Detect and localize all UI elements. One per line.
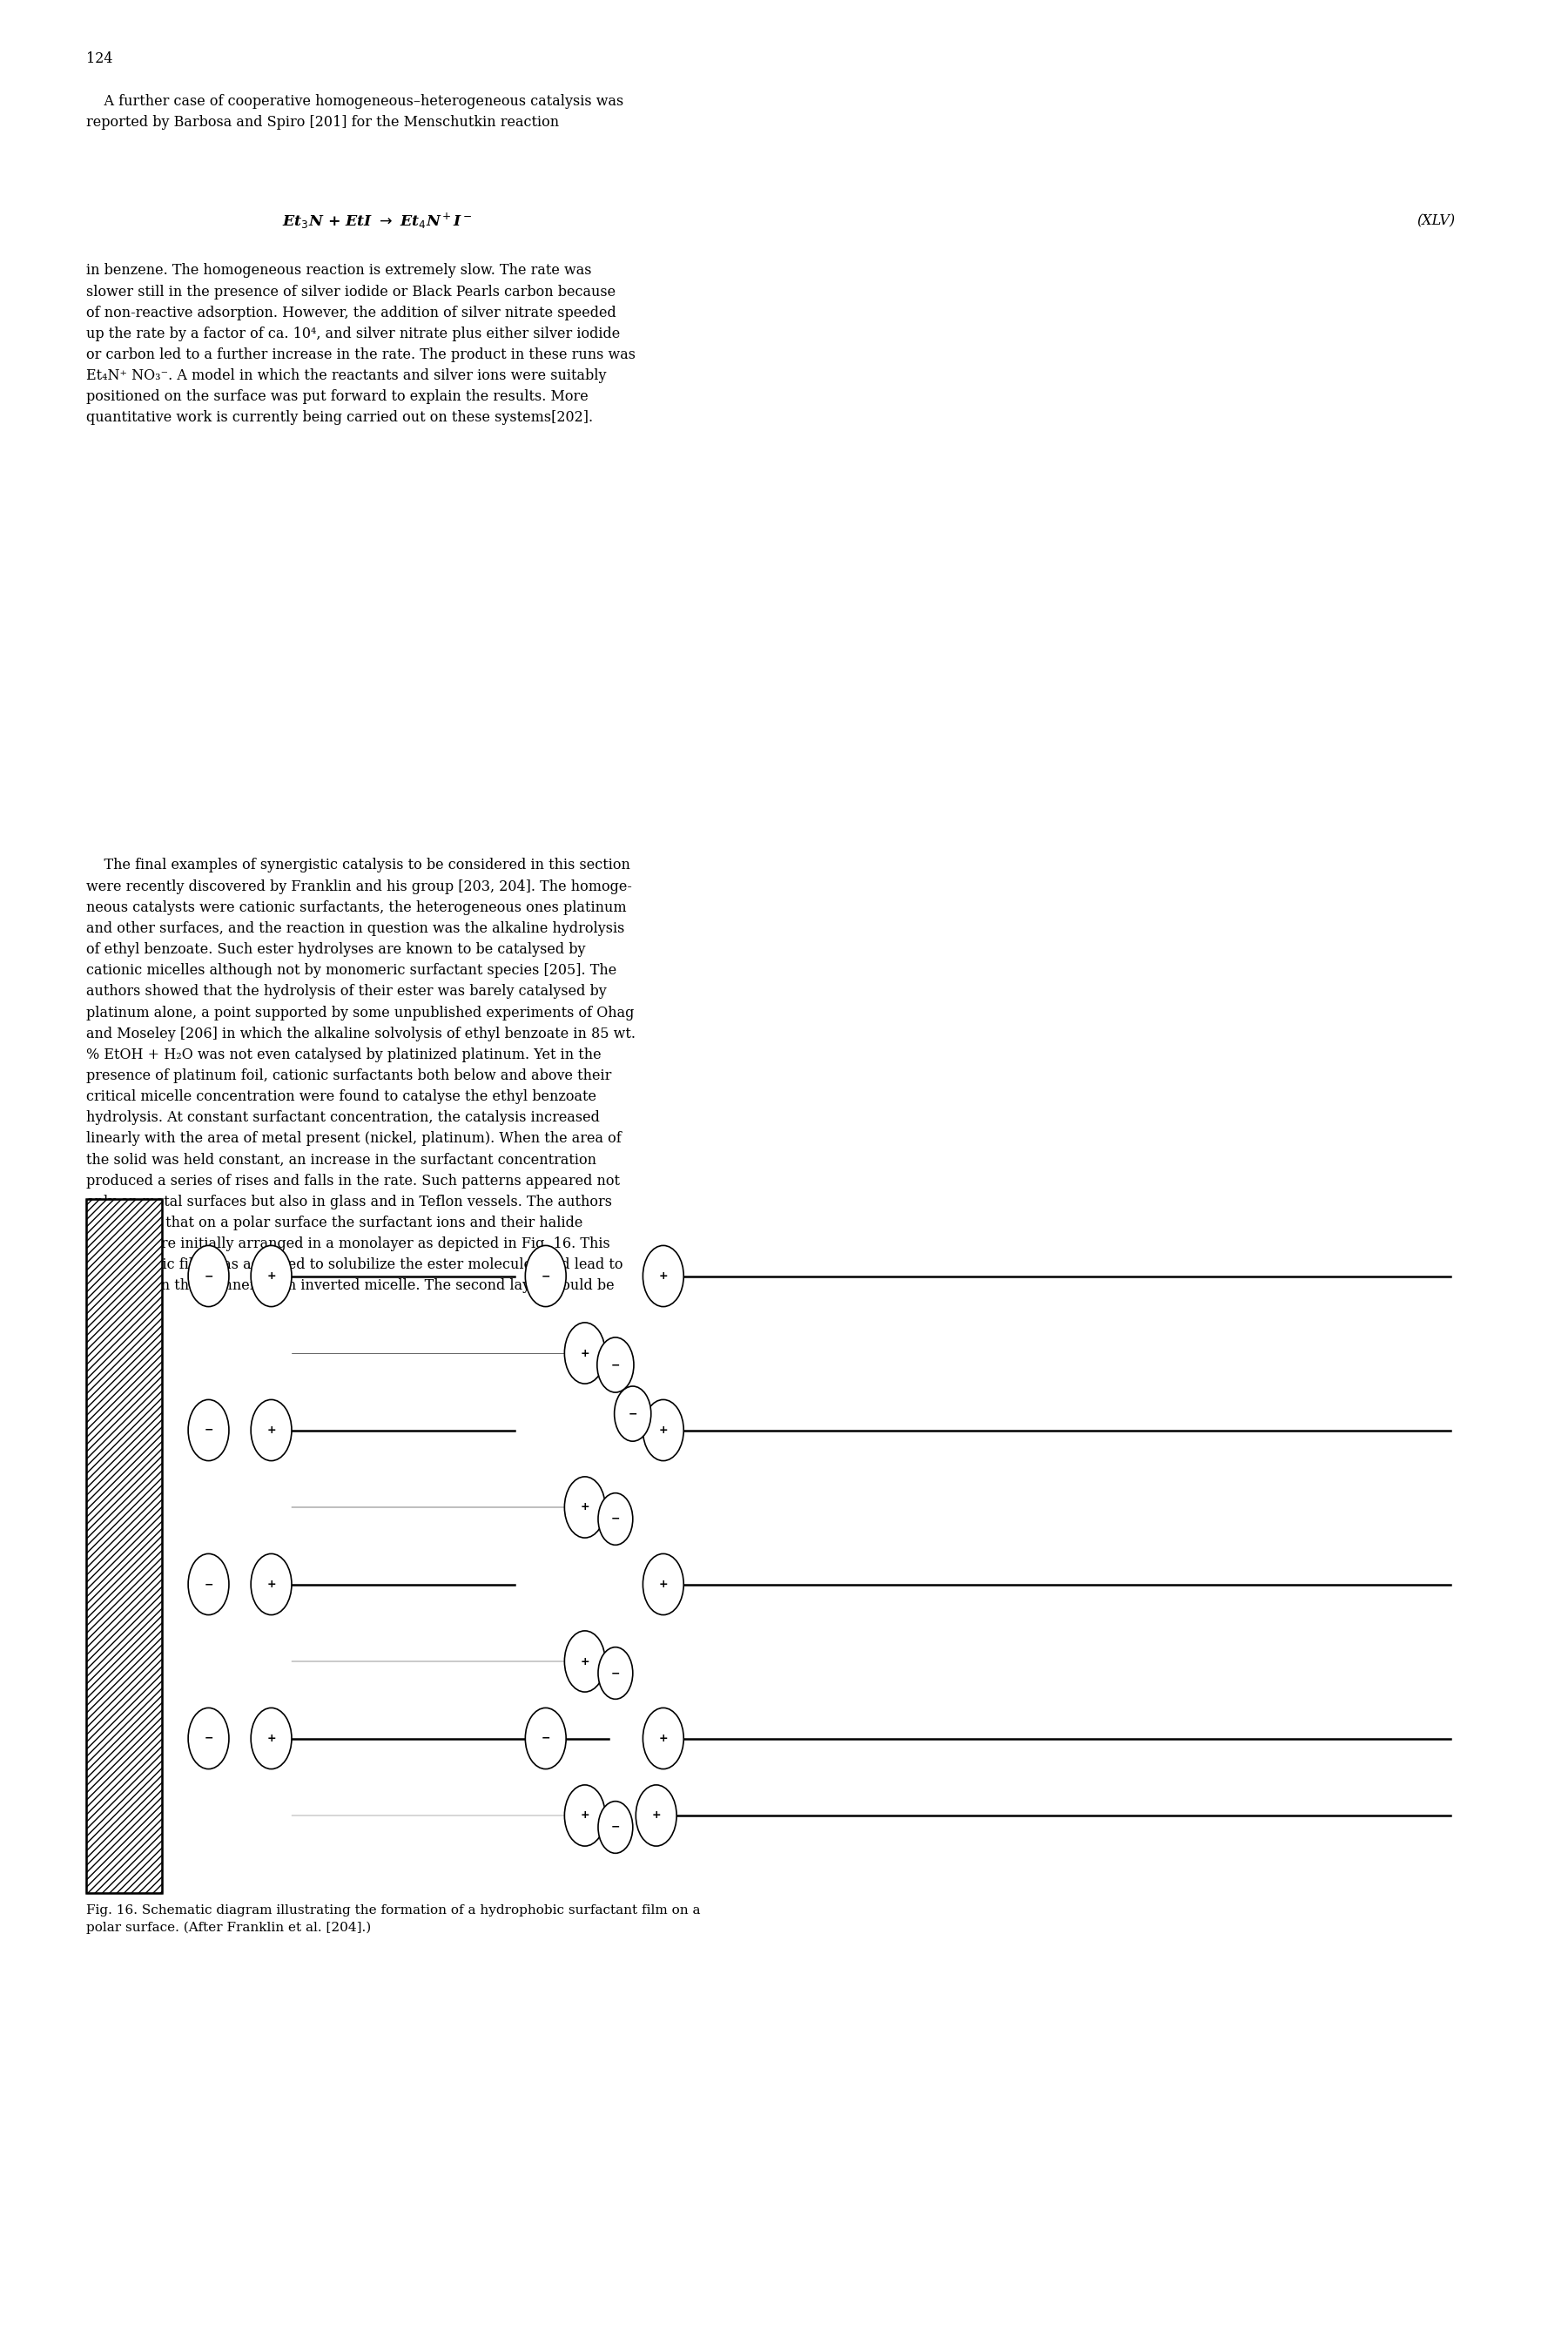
Text: −: −: [612, 1359, 619, 1371]
Circle shape: [251, 1399, 292, 1460]
Circle shape: [564, 1632, 605, 1693]
Circle shape: [643, 1554, 684, 1615]
Circle shape: [597, 1338, 633, 1392]
Circle shape: [525, 1246, 566, 1307]
Text: Et$_3$N + EtI $\rightarrow$ Et$_4$N$^+$I$^-$: Et$_3$N + EtI $\rightarrow$ Et$_4$N$^+$I…: [282, 212, 472, 230]
Circle shape: [251, 1246, 292, 1307]
Text: The final examples of synergistic catalysis to be considered in this section
wer: The final examples of synergistic cataly…: [86, 858, 635, 1293]
Text: −: −: [612, 1514, 619, 1526]
Text: +: +: [580, 1347, 590, 1359]
Bar: [86, 1199, 162, 1893]
Text: −: −: [629, 1408, 637, 1420]
Circle shape: [188, 1399, 229, 1460]
Circle shape: [188, 1554, 229, 1615]
Circle shape: [643, 1399, 684, 1460]
Text: −: −: [204, 1425, 213, 1436]
Circle shape: [251, 1554, 292, 1615]
Text: +: +: [267, 1270, 276, 1281]
Text: −: −: [541, 1733, 550, 1744]
Circle shape: [643, 1246, 684, 1307]
Text: −: −: [612, 1822, 619, 1834]
Text: +: +: [580, 1655, 590, 1667]
Text: +: +: [659, 1270, 668, 1281]
Text: +: +: [580, 1502, 590, 1514]
Bar: [86, 1199, 162, 1893]
Circle shape: [643, 1707, 684, 1768]
Circle shape: [615, 1387, 651, 1441]
Text: +: +: [652, 1810, 660, 1822]
Text: +: +: [267, 1425, 276, 1436]
Circle shape: [188, 1707, 229, 1768]
Text: +: +: [659, 1733, 668, 1744]
Circle shape: [635, 1784, 676, 1846]
Circle shape: [597, 1648, 633, 1700]
Circle shape: [597, 1801, 633, 1853]
Circle shape: [564, 1324, 605, 1385]
Text: −: −: [541, 1270, 550, 1281]
Circle shape: [525, 1707, 566, 1768]
Text: +: +: [580, 1810, 590, 1822]
Circle shape: [564, 1476, 605, 1538]
Circle shape: [188, 1246, 229, 1307]
Text: +: +: [659, 1578, 668, 1589]
Text: +: +: [659, 1425, 668, 1436]
Text: +: +: [267, 1578, 276, 1589]
Text: −: −: [204, 1733, 213, 1744]
Text: 124: 124: [86, 52, 113, 66]
Circle shape: [251, 1707, 292, 1768]
Text: in benzene. The homogeneous reaction is extremely slow. The rate was
slower stil: in benzene. The homogeneous reaction is …: [86, 263, 635, 426]
Text: (XLV): (XLV): [1416, 214, 1455, 228]
Text: −: −: [204, 1578, 213, 1589]
Text: +: +: [267, 1733, 276, 1744]
Text: A further case of cooperative homogeneous–heterogeneous catalysis was
reported b: A further case of cooperative homogeneou…: [86, 94, 624, 129]
Text: −: −: [204, 1270, 213, 1281]
Circle shape: [597, 1493, 633, 1545]
Text: −: −: [612, 1667, 619, 1679]
Text: Fig. 16. Schematic diagram illustrating the formation of a hydrophobic surfactan: Fig. 16. Schematic diagram illustrating …: [86, 1904, 701, 1935]
Circle shape: [564, 1784, 605, 1846]
